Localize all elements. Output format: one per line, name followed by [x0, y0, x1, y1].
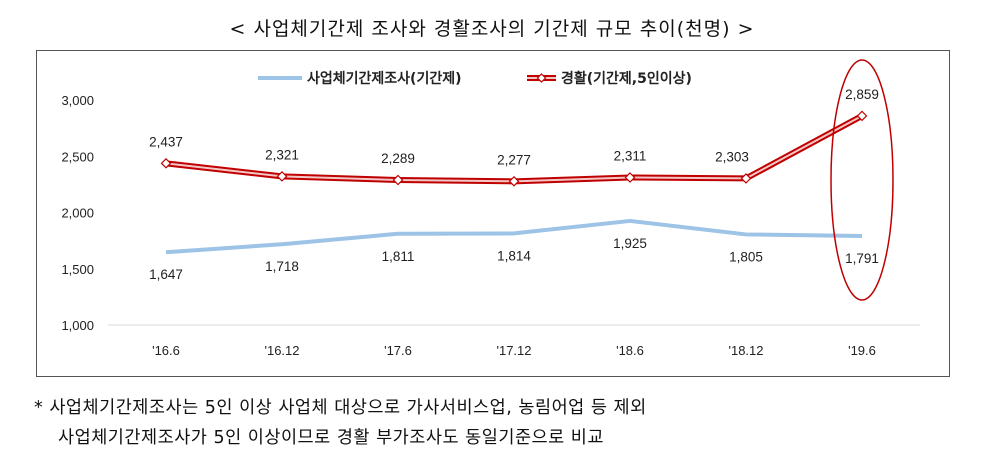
- legend-label-business-survey: 사업체기간제조사(기간제): [307, 70, 461, 87]
- point-labor-survey: [160, 157, 172, 169]
- x-tick-label: '17.12: [496, 343, 531, 358]
- highlight-ellipse: [830, 59, 894, 301]
- x-tick-label: '16.6: [152, 343, 180, 358]
- data-label-labor-survey: 2,311: [614, 149, 647, 164]
- footnote-line-2: 사업체기간제조사가 5인 이상이므로 경활 부가조사도 동일기준으로 비교: [58, 428, 605, 448]
- x-tick-label: '16.12: [264, 343, 299, 358]
- chart-title: < 사업체기간제 조사와 경활조사의 기간제 규모 추이(천명) >: [229, 18, 755, 40]
- legend-marker-labor-survey: [536, 73, 547, 83]
- chart-frame: [36, 50, 950, 377]
- point-labor-survey: [392, 174, 404, 186]
- point-labor-survey: [856, 110, 868, 122]
- footnote-line-1: * 사업체기간제조사는 5인 이상 사업체 대상으로 가사서비스업, 농림어업 …: [34, 398, 647, 418]
- y-tick-label: 3,000: [61, 93, 94, 108]
- data-label-business-survey: 1,811: [382, 249, 415, 264]
- x-tick-label: '19.6: [848, 343, 876, 358]
- point-labor-survey: [740, 173, 752, 184]
- data-label-labor-survey: 2,321: [265, 147, 299, 162]
- legend-label-labor-survey: 경활(기간제,5인이상): [561, 70, 692, 87]
- data-label-business-survey: 1,791: [845, 251, 879, 266]
- data-label-labor-survey: 2,859: [845, 87, 879, 102]
- point-labor-survey: [276, 171, 288, 182]
- data-label-labor-survey: 2,437: [149, 134, 183, 149]
- data-label-business-survey: 1,925: [613, 236, 647, 251]
- data-label-business-survey: 1,647: [149, 267, 183, 282]
- data-label-business-survey: 1,814: [497, 248, 531, 263]
- data-label-business-survey: 1,718: [265, 259, 299, 274]
- data-label-business-survey: 1,805: [729, 249, 763, 264]
- data-label-labor-survey: 2,277: [497, 152, 531, 167]
- data-label-labor-survey: 2,303: [715, 149, 749, 164]
- point-labor-survey: [508, 175, 520, 187]
- y-tick-label: 1,500: [61, 262, 94, 277]
- y-tick-label: 2,500: [61, 149, 94, 164]
- x-tick-label: '18.12: [728, 343, 763, 358]
- x-tick-label: '17.6: [384, 343, 412, 358]
- point-labor-survey: [624, 172, 636, 183]
- y-tick-label: 1,000: [61, 318, 94, 333]
- x-tick-label: '18.6: [616, 343, 644, 358]
- series-line-business-survey: [165, 218, 863, 255]
- y-tick-label: 2,000: [61, 206, 94, 221]
- data-label-labor-survey: 2,289: [381, 151, 415, 166]
